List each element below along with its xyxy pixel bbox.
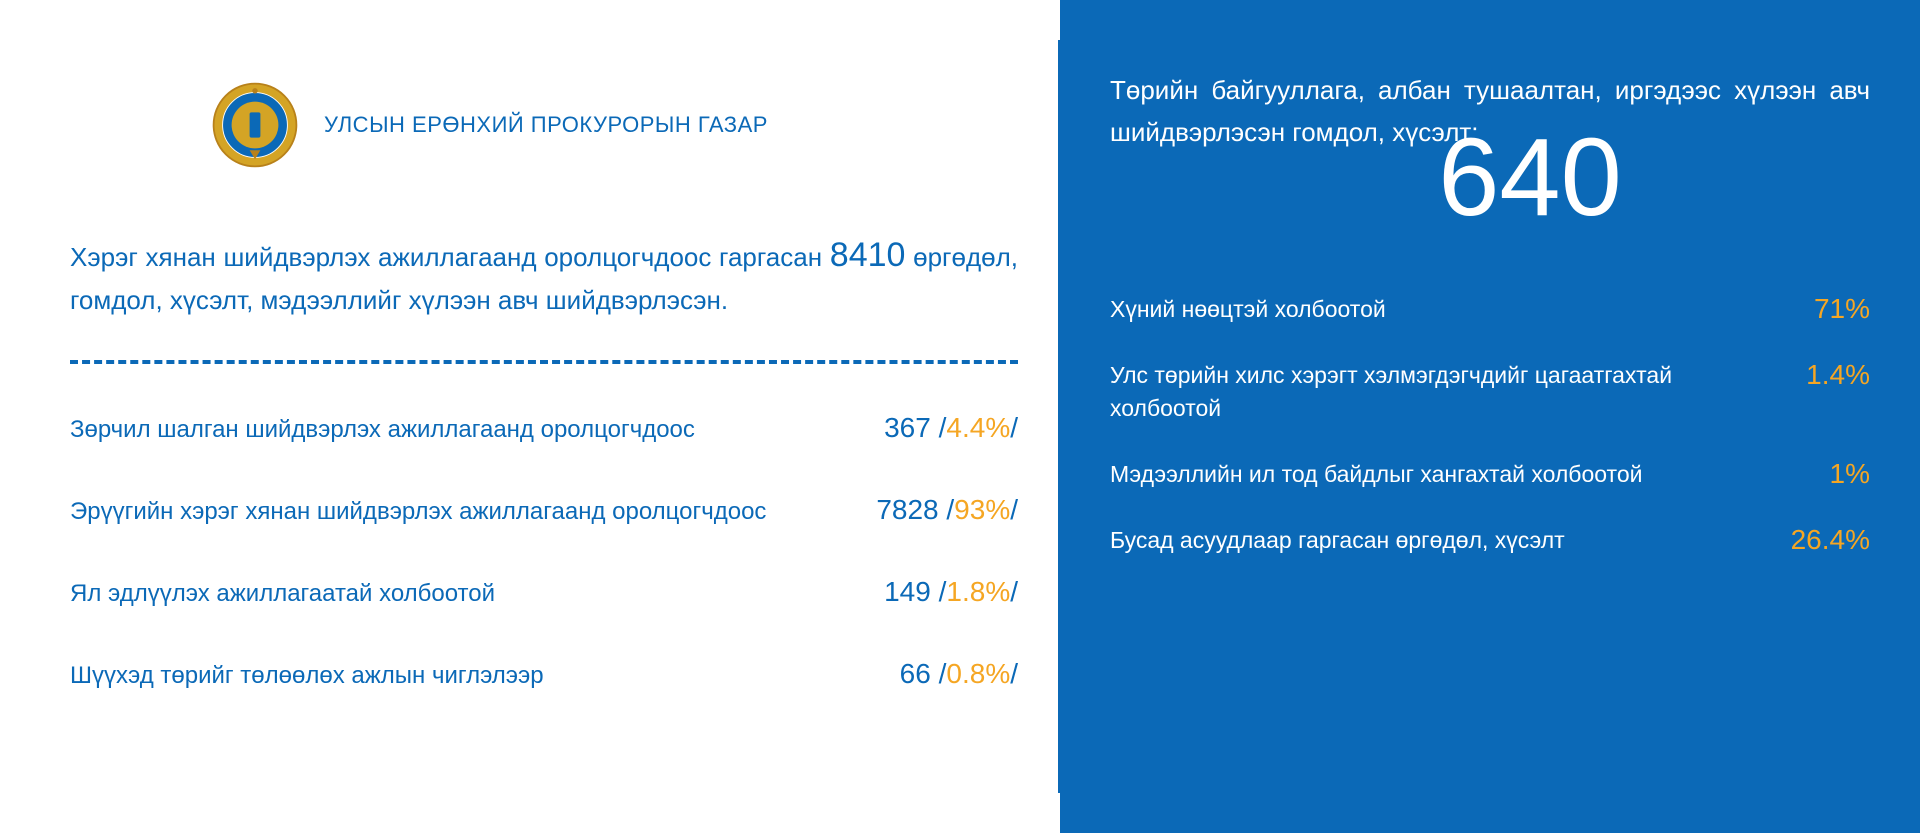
- stat-row: Шүүхэд төрийг төлөөлөх ажлын чиглэлээр 6…: [70, 658, 1018, 690]
- stat-pct: 93%: [954, 494, 1010, 525]
- stat-label: Шүүхэд төрийг төлөөлөх ажлын чиглэлээр: [70, 662, 880, 690]
- right-panel: Төрийн байгууллага, албан тушаалтан, ирг…: [1060, 0, 1920, 833]
- right-stat-pct: 71%: [1814, 293, 1870, 325]
- stat-pct: 4.4%: [946, 412, 1010, 443]
- right-stat-row: Бусад асуудлаар гаргасан өргөдөл, хүсэлт…: [1110, 524, 1870, 556]
- intro-text: Хэрэг хянан шийдвэрлэх ажиллагаанд оролц…: [70, 230, 1018, 320]
- stat-slash: /: [1010, 658, 1018, 689]
- right-stat-label: Хүний нөөцтэй холбоотой: [1110, 293, 1814, 325]
- org-logo: [210, 80, 300, 170]
- stat-row: Зөрчил шалган шийдвэрлэх ажиллагаанд оро…: [70, 412, 1018, 444]
- stat-slash: /: [1010, 576, 1018, 607]
- stat-label: Зөрчил шалган шийдвэрлэх ажиллагаанд оро…: [70, 416, 864, 444]
- stat-count: 7828: [876, 494, 938, 525]
- right-stat-label: Мэдээллийн ил тод байдлыг хангахтай холб…: [1110, 458, 1830, 490]
- right-stat-row: Мэдээллийн ил тод байдлыг хангахтай холб…: [1110, 458, 1870, 490]
- stat-label: Ял эдлүүлэх ажиллагаатай холбоотой: [70, 580, 864, 608]
- stat-pct: 1.8%: [946, 576, 1010, 607]
- stat-slash: /: [1010, 494, 1018, 525]
- intro-before: Хэрэг хянан шийдвэрлэх ажиллагаанд оролц…: [70, 242, 830, 272]
- stat-label: Эрүүгийн хэрэг хянан шийдвэрлэх ажиллага…: [70, 498, 856, 526]
- stat-row: Эрүүгийн хэрэг хянан шийдвэрлэх ажиллага…: [70, 494, 1018, 526]
- stat-value: 149 /1.8%/: [884, 576, 1018, 608]
- right-stat-pct: 26.4%: [1791, 524, 1870, 556]
- right-stat-label: Улс төрийн хилс хэрэгт хэлмэгдэгчдийг ца…: [1110, 359, 1806, 423]
- stat-value: 7828 /93%/: [876, 494, 1018, 526]
- stat-pct: 0.8%: [946, 658, 1010, 689]
- divider-dashed: [70, 360, 1018, 364]
- right-stat-label: Бусад асуудлаар гаргасан өргөдөл, хүсэлт: [1110, 524, 1791, 556]
- left-panel: УЛСЫН ЕРӨНХИЙ ПРОКУРОРЫН ГАЗАР Хэрэг хян…: [0, 40, 1060, 793]
- org-title: УЛСЫН ЕРӨНХИЙ ПРОКУРОРЫН ГАЗАР: [324, 112, 768, 138]
- stat-count: 66: [900, 658, 931, 689]
- intro-number: 8410: [830, 236, 906, 274]
- right-stat-pct: 1.4%: [1806, 359, 1870, 391]
- right-stat-row: Хүний нөөцтэй холбоотой 71%: [1110, 293, 1870, 325]
- stat-count: 149: [884, 576, 931, 607]
- stat-slash: /: [946, 494, 954, 525]
- stat-row: Ял эдлүүлэх ажиллагаатай холбоотой 149 /…: [70, 576, 1018, 608]
- stat-value: 66 /0.8%/: [900, 658, 1018, 690]
- stat-value: 367 /4.4%/: [884, 412, 1018, 444]
- header: УЛСЫН ЕРӨНХИЙ ПРОКУРОРЫН ГАЗАР: [210, 80, 1018, 170]
- stat-count: 367: [884, 412, 931, 443]
- right-stat-row: Улс төрийн хилс хэрэгт хэлмэгдэгчдийг ца…: [1110, 359, 1870, 423]
- stat-slash: /: [1010, 412, 1018, 443]
- right-stat-pct: 1%: [1830, 458, 1870, 490]
